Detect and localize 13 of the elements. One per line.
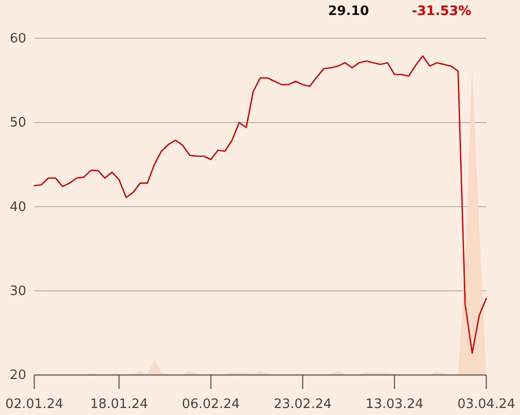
x-tick-label: 02.01.24 xyxy=(5,397,64,412)
x-tick-label: 13.03.24 xyxy=(366,397,424,412)
x-tick-label: 03.04.24 xyxy=(457,397,516,412)
y-tick-label: 20 xyxy=(10,368,26,384)
x-tick-label: 06.02.24 xyxy=(182,397,240,412)
y-tick-label: 30 xyxy=(10,284,26,299)
x-tick-label: 23.02.24 xyxy=(274,397,332,412)
y-tick-label: 40 xyxy=(10,200,26,215)
y-tick-label: 50 xyxy=(10,116,26,131)
text: -31.53% xyxy=(412,4,472,19)
y-tick-label: 60 xyxy=(10,31,26,46)
text: 29.10 xyxy=(328,4,370,19)
x-tick-label: 18.01.24 xyxy=(90,397,148,412)
